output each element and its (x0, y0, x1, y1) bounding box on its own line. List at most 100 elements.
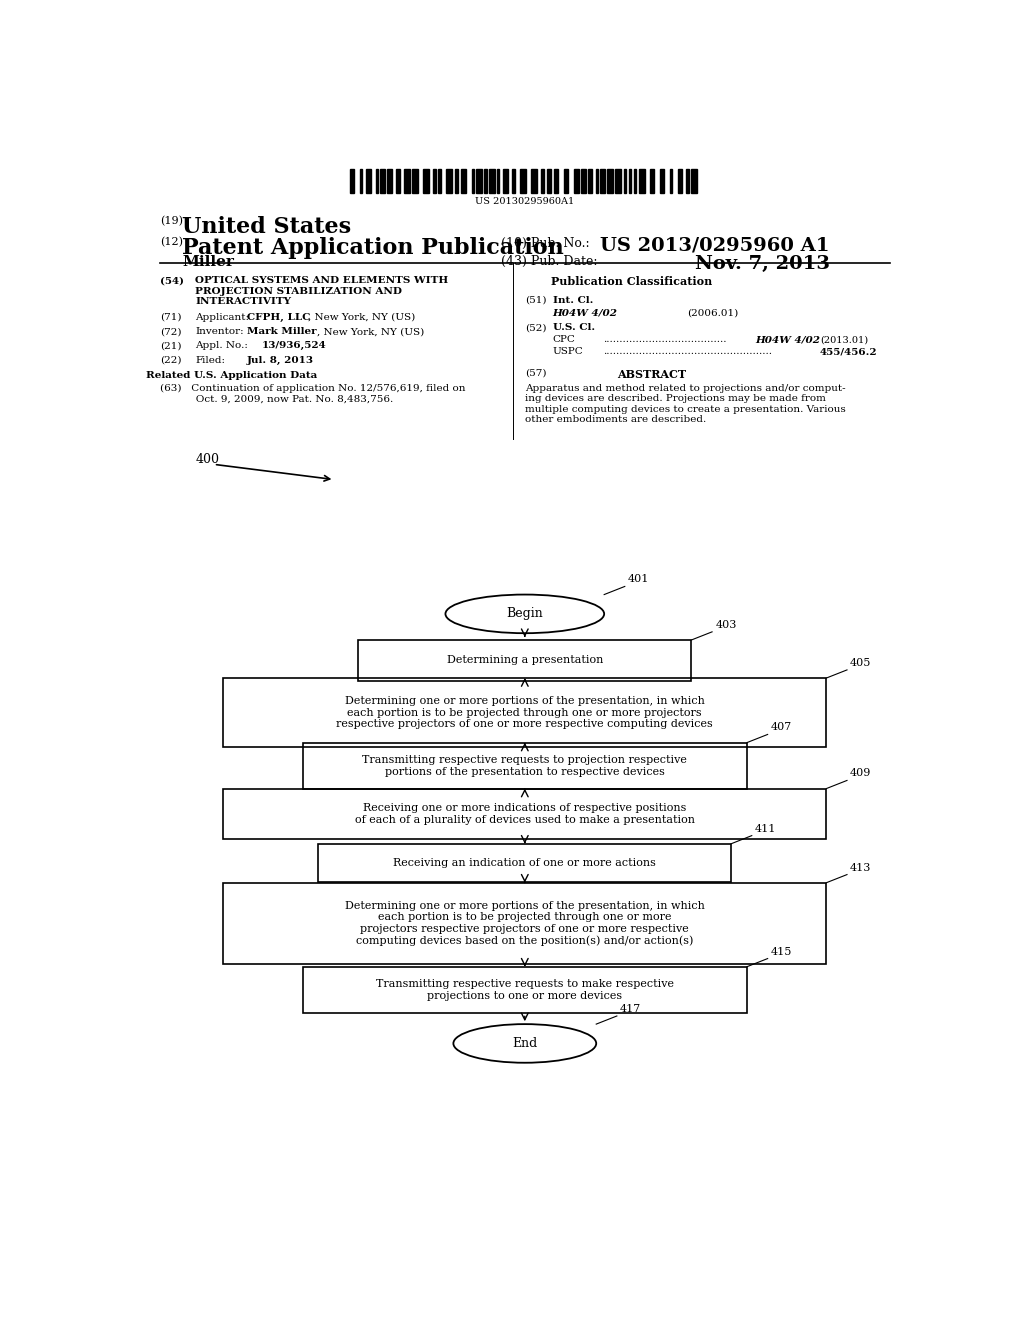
Bar (423, 169, 429, 193)
Bar (629, 169, 631, 193)
Bar (542, 169, 544, 193)
Bar (438, 169, 441, 193)
Text: (52): (52) (524, 323, 546, 333)
Text: (43) Pub. Date:: (43) Pub. Date: (501, 255, 597, 268)
Bar (489, 169, 495, 193)
Text: (21): (21) (160, 342, 181, 350)
Bar (686, 169, 689, 193)
Text: Int. Cl.: Int. Cl. (553, 296, 593, 305)
Text: U.S. Cl.: U.S. Cl. (553, 323, 595, 333)
Text: 455/456.2: 455/456.2 (820, 347, 878, 356)
Text: Determining a presentation: Determining a presentation (446, 655, 603, 665)
Text: OPTICAL SYSTEMS AND ELEMENTS WITH
PROJECTION STABILIZATION AND
INTERACTIVITY: OPTICAL SYSTEMS AND ELEMENTS WITH PROJEC… (196, 276, 449, 306)
Text: , New York, NY (US): , New York, NY (US) (308, 313, 416, 322)
Text: Publication Classification: Publication Classification (551, 276, 713, 288)
Bar (607, 169, 613, 193)
Text: Filed:: Filed: (196, 355, 225, 364)
Text: (2006.01): (2006.01) (687, 309, 738, 318)
Bar (504, 169, 508, 193)
Bar (531, 169, 538, 193)
Text: Patent Application Publication: Patent Application Publication (182, 236, 564, 259)
Text: (22): (22) (160, 355, 181, 364)
Bar (670, 169, 672, 193)
Bar (484, 169, 487, 193)
Text: Transmitting respective requests to make respective
projections to one or more d: Transmitting respective requests to make… (376, 979, 674, 1001)
Text: Begin: Begin (507, 607, 543, 620)
Text: H04W 4/02: H04W 4/02 (755, 335, 820, 345)
Bar (497, 169, 499, 193)
Bar (639, 169, 644, 193)
Bar (455, 169, 458, 193)
Text: 400: 400 (196, 453, 219, 466)
Bar (350, 169, 354, 193)
Bar (615, 169, 621, 193)
Bar (461, 169, 466, 193)
Text: Appl. No.:: Appl. No.: (196, 342, 249, 350)
Text: Applicant:: Applicant: (196, 313, 250, 322)
Text: H04W 4/02: H04W 4/02 (553, 309, 617, 318)
Bar (660, 169, 665, 193)
Bar (512, 169, 515, 193)
Text: USPC: USPC (553, 347, 584, 356)
Bar (582, 169, 586, 193)
Text: 13/936,524: 13/936,524 (261, 342, 326, 350)
Bar (472, 169, 474, 193)
Text: 407: 407 (771, 722, 793, 733)
Text: Determining one or more portions of the presentation, in which
each portion is t: Determining one or more portions of the … (345, 900, 705, 946)
Bar (404, 169, 410, 193)
Bar (367, 169, 371, 193)
Text: 413: 413 (850, 862, 871, 873)
Text: (12): (12) (160, 236, 182, 247)
Bar (624, 169, 627, 193)
Text: ......................................: ...................................... (602, 335, 726, 345)
Text: (72): (72) (160, 327, 181, 337)
Bar (678, 169, 682, 193)
Bar (564, 169, 568, 193)
Text: United States: United States (182, 216, 351, 239)
Text: 411: 411 (755, 824, 776, 834)
Bar (650, 169, 654, 193)
Bar (446, 169, 452, 193)
Bar (476, 169, 481, 193)
Bar (554, 169, 558, 193)
Bar (396, 169, 400, 193)
Text: 405: 405 (850, 657, 871, 668)
Text: 417: 417 (620, 1005, 641, 1014)
Bar (691, 169, 696, 193)
Text: Receiving an indication of one or more actions: Receiving an indication of one or more a… (393, 858, 656, 869)
Text: (51): (51) (524, 296, 546, 305)
Text: ABSTRACT: ABSTRACT (617, 368, 686, 380)
Text: (10) Pub. No.:: (10) Pub. No.: (501, 236, 590, 249)
Text: Related U.S. Application Data: Related U.S. Application Data (145, 371, 316, 380)
Bar (433, 169, 436, 193)
Text: US 2013/0295960 A1: US 2013/0295960 A1 (600, 236, 829, 255)
Bar (634, 169, 636, 193)
Text: , New York, NY (US): , New York, NY (US) (316, 327, 424, 337)
Text: Miller: Miller (182, 255, 233, 269)
Text: 401: 401 (628, 574, 649, 585)
Bar (547, 169, 551, 193)
Text: Mark Miller: Mark Miller (247, 327, 316, 337)
Text: (19): (19) (160, 216, 182, 227)
Text: 409: 409 (850, 768, 871, 779)
Text: CPC: CPC (553, 335, 575, 345)
Bar (360, 169, 362, 193)
Text: Inventor:: Inventor: (196, 327, 244, 337)
Text: 403: 403 (715, 620, 736, 630)
Bar (381, 169, 385, 193)
Text: (57): (57) (524, 368, 546, 378)
Bar (520, 169, 526, 193)
Text: Nov. 7, 2013: Nov. 7, 2013 (695, 255, 830, 273)
Bar (588, 169, 592, 193)
Text: Apparatus and method related to projections and/or comput-
ing devices are descr: Apparatus and method related to projecti… (524, 384, 846, 424)
Text: (54): (54) (160, 276, 183, 285)
Bar (573, 169, 580, 193)
Text: Jul. 8, 2013: Jul. 8, 2013 (247, 355, 314, 364)
Text: CFPH, LLC: CFPH, LLC (247, 313, 310, 322)
Text: End: End (512, 1038, 538, 1049)
Bar (600, 169, 604, 193)
Bar (412, 169, 418, 193)
Text: 415: 415 (771, 946, 793, 957)
Bar (387, 169, 391, 193)
Bar (376, 169, 378, 193)
